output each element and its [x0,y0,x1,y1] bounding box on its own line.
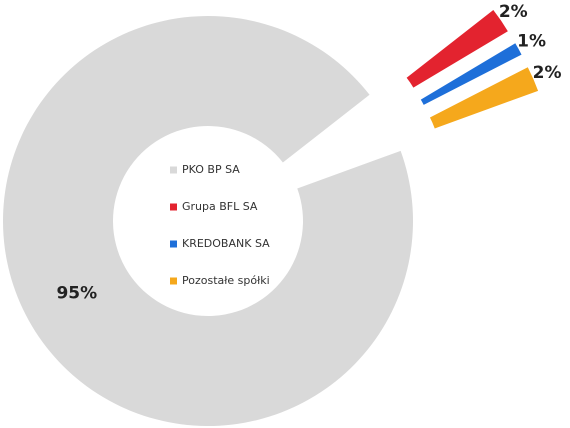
legend-swatch [170,166,177,174]
value-label: 1% [517,32,546,52]
legend-swatch [170,277,177,285]
slice [406,10,508,88]
value-label: 2% [533,63,562,83]
legend-label: KREDOBANK SA [182,237,270,250]
legend-swatch [170,203,177,211]
legend-swatch [170,240,177,248]
value-label: 2% [499,2,528,22]
slice [3,16,414,427]
legend-label: Pozostałe spółki [182,274,270,287]
legend-label: PKO BP SA [182,163,240,176]
value-label: 95% [56,284,97,304]
slice [429,67,539,129]
legend-label: Grupa BFL SA [182,200,258,213]
slice [420,43,522,105]
